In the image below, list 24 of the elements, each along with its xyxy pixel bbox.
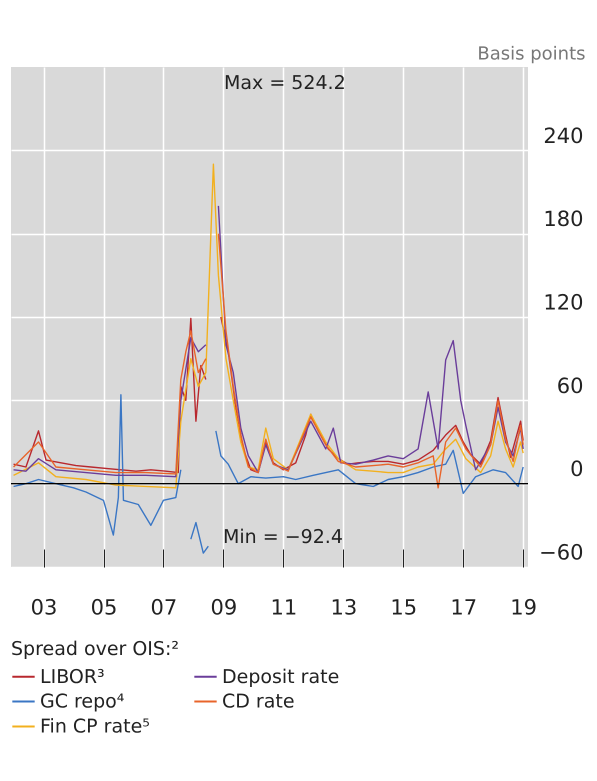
legend-label: Fin CP rate⁵ (40, 716, 150, 738)
x-tick-label: 09 (210, 596, 238, 620)
y-tick-label: 0 (570, 457, 584, 482)
legend-label: Deposit rate (222, 666, 340, 688)
x-tick-label: 05 (90, 596, 118, 620)
x-tick-label: 03 (30, 596, 58, 620)
annotation: Min = −92.4 (223, 526, 343, 548)
x-tick-label: 11 (270, 596, 298, 620)
y-tick-label: 120 (543, 290, 584, 314)
legend-label: LIBOR³ (40, 666, 105, 688)
x-tick-label: 07 (150, 596, 178, 620)
legend-label: CD rate (222, 690, 295, 712)
y-tick-label: −60 (539, 540, 584, 564)
legend-title: Spread over OIS:² (11, 638, 179, 660)
y-axis-title: Basis points (477, 44, 586, 64)
x-tick-label: 19 (510, 596, 538, 620)
legend-label: GC repo⁴ (40, 690, 125, 712)
y-tick-label: 180 (543, 207, 584, 232)
y-tick-label: 240 (543, 124, 584, 148)
x-tick-label: 13 (330, 596, 358, 620)
y-tick-label: 60 (556, 374, 584, 398)
x-tick-label: 17 (450, 596, 478, 620)
annotation: Max = 524.2 (224, 72, 346, 94)
x-tick-label: 15 (390, 596, 418, 620)
